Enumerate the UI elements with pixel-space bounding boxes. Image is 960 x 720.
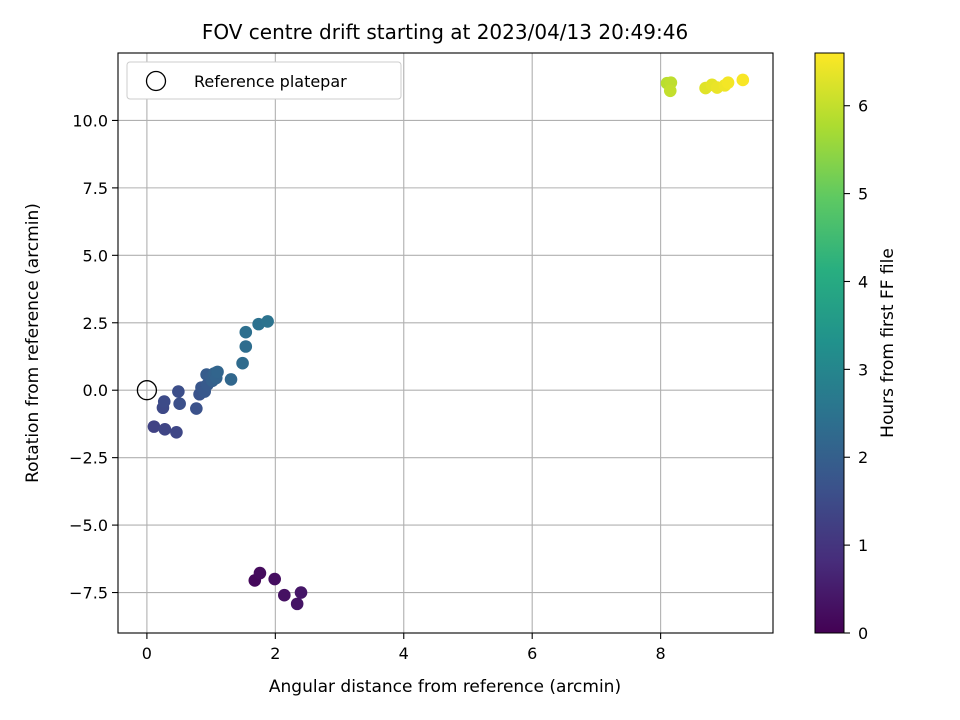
x-tick-label: 0 [142,644,152,663]
legend-marker-reference [145,70,167,92]
data-point [172,385,185,398]
data-point [170,425,183,439]
colorbar-tick-label: 3 [858,360,868,379]
colorbar-tick-label: 2 [858,448,868,467]
chart-title: FOV centre drift starting at 2023/04/13 … [202,20,688,44]
x-axis-ticks: 0 2 4 6 8 [142,633,666,663]
x-tick-label: 6 [527,644,537,663]
x-axis-label: Angular distance from reference (arcmin) [269,677,621,697]
colorbar-label: Hours from first FF file [878,248,898,438]
x-tick-label: 2 [270,644,280,663]
data-point [190,402,203,415]
colorbar-ticks: 0 1 2 3 4 5 6 [844,97,868,643]
data-point [236,356,249,370]
legend-box [126,61,402,100]
colorbar-tick-label: 4 [858,272,868,291]
y-tick-label: 5.0 [83,246,108,265]
data-point [239,325,253,339]
reference-platepar-marker [136,380,158,401]
grid-lines [118,53,773,633]
colorbar-gradient [814,52,845,634]
data-point [736,73,750,87]
y-tick-label: −2.5 [69,449,108,468]
y-tick-label: 10.0 [72,111,108,130]
data-point [261,315,274,328]
colorbar-tick-label: 5 [858,185,868,204]
x-tick-label: 8 [656,644,666,663]
data-point [147,420,161,433]
colorbar-tick-label: 1 [858,536,868,555]
data-point [278,588,291,602]
y-tick-label: 7.5 [83,179,108,198]
data-point [253,566,267,580]
data-point [158,423,172,436]
data-point [721,76,735,89]
y-tick-label: −7.5 [69,584,108,603]
data-point [239,340,253,353]
y-tick-label: 0.0 [83,381,108,400]
legend-label-reference: Reference platepar [194,72,347,91]
x-tick-label: 4 [399,644,409,663]
data-point [663,84,677,98]
data-point [294,586,308,599]
data-point [224,373,238,386]
scatter-points [136,73,750,611]
legend: Reference platepar [126,61,402,100]
y-tick-label: 2.5 [83,314,108,333]
data-point [173,397,186,410]
y-axis-label: Rotation from reference (arcmin) [23,203,43,483]
data-point [157,395,171,408]
colorbar-tick-label: 0 [858,624,868,643]
data-point [268,572,281,586]
data-point [211,365,224,379]
y-tick-label: −5.0 [69,516,108,535]
plot-area-frame [117,52,774,634]
data-point [290,597,304,611]
colorbar-tick-label: 6 [858,97,868,116]
y-axis-ticks: −7.5 −5.0 −2.5 0.0 2.5 5.0 7.5 10.0 [69,111,118,603]
colorbar: 0 1 2 3 4 5 6 Hours from first FF file [814,52,898,643]
